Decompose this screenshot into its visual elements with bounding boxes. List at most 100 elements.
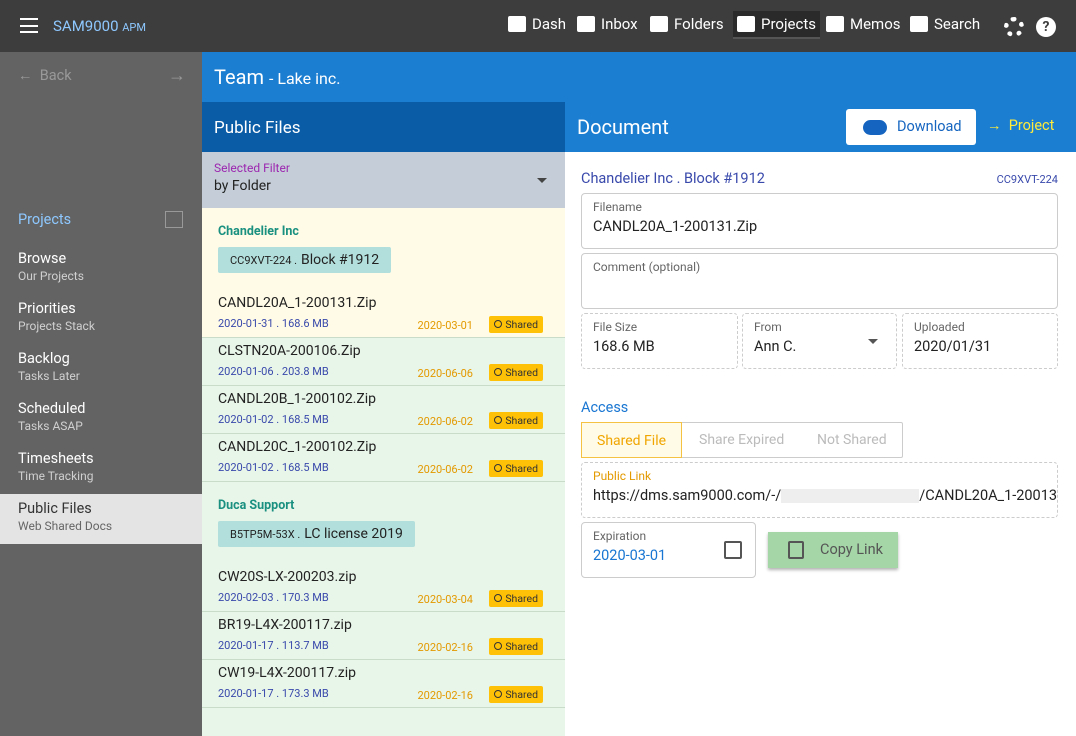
- list-icon[interactable]: [165, 211, 183, 228]
- item-subtitle: Our Projects: [18, 269, 84, 283]
- file-item[interactable]: CANDL20C_1-200102.Zip 2020-01-02 . 168.5 …: [202, 434, 565, 482]
- filter-value: by Folder: [214, 178, 271, 194]
- sidebar-item[interactable]: Scheduled Tasks ASAP: [0, 394, 202, 444]
- access-tab[interactable]: Not Shared: [817, 432, 887, 448]
- nav-icon: [910, 16, 928, 32]
- nav-item[interactable]: Search: [910, 15, 980, 33]
- item-title: Priorities: [18, 300, 76, 317]
- field-label: Expiration: [593, 529, 647, 543]
- group-chip[interactable]: B5TP5M-53X . LC license 2019: [218, 521, 415, 547]
- size-field: File Size 168.6 MB: [581, 313, 738, 369]
- file-meta: 2020-01-17 . 113.7 MB: [218, 639, 329, 652]
- from-field[interactable]: From Ann C.: [742, 313, 897, 369]
- file-name: CW19-L4X-200117.zip: [218, 665, 356, 681]
- sidebar-item[interactable]: Backlog Tasks Later: [0, 344, 202, 394]
- field-label: File Size: [593, 320, 638, 334]
- calendar-icon[interactable]: [724, 541, 742, 559]
- access-tab[interactable]: Shared File: [581, 422, 682, 458]
- file-item[interactable]: CW20S-LX-200203.zip 2020-02-03 . 170.3 MB…: [202, 564, 565, 612]
- access-tab[interactable]: Share Expired: [699, 432, 785, 448]
- nav-item[interactable]: Memos: [826, 15, 901, 33]
- comment-field[interactable]: Comment (optional): [581, 253, 1058, 309]
- link-end: /CANDL20A_1-20013: [919, 487, 1057, 504]
- shared-badge: Shared: [489, 638, 543, 655]
- filename-field[interactable]: Filename CANDL20A_1-200131.Zip: [581, 193, 1058, 249]
- link-start: https://dms.sam9000.com/-/: [593, 487, 782, 504]
- file-item[interactable]: CW19-L4X-200117.zip 2020-01-17 . 173.3 MB…: [202, 660, 565, 708]
- nav-icon: [737, 16, 755, 32]
- download-label: Download: [897, 118, 962, 135]
- help-icon[interactable]: ?: [1036, 17, 1056, 37]
- nav-label: Dash: [532, 15, 567, 33]
- back-button[interactable]: ← Back: [18, 67, 72, 84]
- download-button[interactable]: Download: [846, 109, 976, 145]
- sidebar-item[interactable]: Browse Our Projects: [0, 244, 202, 294]
- file-meta: 2020-02-03 . 170.3 MB: [218, 591, 329, 604]
- nav-item[interactable]: Projects: [733, 11, 820, 39]
- brand: SAM9000 APM: [53, 17, 146, 35]
- nav-label: Inbox: [601, 15, 638, 33]
- files-title: Public Files: [202, 102, 565, 152]
- field-value: 2020-03-01: [593, 547, 667, 564]
- item-subtitle: Tasks ASAP: [18, 419, 83, 433]
- shared-date: 2020-06-06: [417, 367, 473, 380]
- shared-badge: Shared: [489, 364, 543, 381]
- group-header: Chandelier Inc CC9XVT-224 . Block #1912: [202, 208, 565, 290]
- file-item[interactable]: BR19-L4X-200117.zip 2020-01-17 . 113.7 MB…: [202, 612, 565, 660]
- field-label: Filename: [593, 200, 642, 214]
- file-item[interactable]: CANDL20A_1-200131.Zip 2020-01-31 . 168.6 …: [202, 290, 565, 338]
- forward-button[interactable]: →: [168, 65, 186, 86]
- nav-item[interactable]: Dash: [508, 15, 566, 33]
- shared-date: 2020-03-04: [417, 593, 473, 606]
- group-name: Chandelier Inc: [218, 224, 299, 239]
- back-label: Back: [39, 67, 72, 84]
- sidebar-item[interactable]: Public Files Web Shared Docs: [0, 494, 202, 544]
- sidebar-item[interactable]: Timesheets Time Tracking: [0, 444, 202, 494]
- field-label: Public Link: [593, 469, 652, 483]
- document-code: CC9XVT-224: [996, 173, 1058, 186]
- group-chip[interactable]: CC9XVT-224 . Block #1912: [218, 247, 392, 273]
- nav-label: Search: [934, 15, 981, 33]
- project-link[interactable]: → Project: [987, 117, 1055, 134]
- field-value: 168.6 MB: [593, 338, 655, 355]
- file-item[interactable]: CLSTN20A-200106.Zip 2020-01-06 . 203.8 MB…: [202, 338, 565, 386]
- copy-link-button[interactable]: Copy Link: [768, 532, 898, 568]
- shared-badge: Shared: [489, 412, 543, 429]
- item-subtitle: Projects Stack: [18, 319, 95, 333]
- item-title: Backlog: [18, 350, 70, 367]
- item-title: Public Files: [18, 500, 92, 517]
- field-value: CANDL20A_1-200131.Zip: [593, 218, 758, 235]
- file-item[interactable]: CANDL20B_1-200102.Zip 2020-01-02 . 168.5 …: [202, 386, 565, 434]
- project-label: Project: [1008, 117, 1055, 134]
- nav-item[interactable]: Folders: [650, 15, 724, 33]
- shared-badge: Shared: [489, 460, 543, 477]
- item-title: Browse: [18, 250, 67, 267]
- item-subtitle: Time Tracking: [18, 469, 94, 483]
- expiration-field[interactable]: Expiration 2020-03-01: [581, 522, 756, 578]
- item-title: Timesheets: [18, 450, 94, 467]
- menu-icon[interactable]: [20, 18, 38, 33]
- shared-date: 2020-06-02: [417, 415, 473, 428]
- team-org: - Lake inc.: [268, 69, 341, 88]
- nav-icon: [508, 16, 526, 32]
- nav-icon: [826, 16, 844, 32]
- brand-sub: APM: [122, 21, 146, 34]
- team-label: Team: [214, 65, 264, 89]
- item-subtitle: Tasks Later: [18, 369, 80, 383]
- sidebar-item[interactable]: Priorities Projects Stack: [0, 294, 202, 344]
- shared-date: 2020-02-16: [417, 641, 473, 654]
- filter[interactable]: Selected Filter by Folder: [202, 152, 565, 208]
- uploaded-field: Uploaded 2020/01/31: [902, 313, 1058, 369]
- chip-code: CC9XVT-224 .: [230, 254, 298, 267]
- item-subtitle: Web Shared Docs: [18, 519, 113, 533]
- nav-item[interactable]: Inbox: [577, 15, 638, 33]
- file-meta: 2020-01-02 . 168.5 MB: [218, 461, 329, 474]
- section-title: Projects: [18, 211, 72, 228]
- file-name: BR19-L4X-200117.zip: [218, 617, 352, 633]
- top-bar: SAM9000 APM Dash Inbox Folders Projects Memo…: [0, 0, 1076, 52]
- dropdown-arrow: [537, 178, 547, 188]
- settings-icon[interactable]: [1004, 17, 1024, 37]
- file-meta: 2020-01-06 . 203.8 MB: [218, 365, 329, 378]
- file-name: CLSTN20A-200106.Zip: [218, 343, 361, 359]
- access-label: Access: [581, 399, 629, 416]
